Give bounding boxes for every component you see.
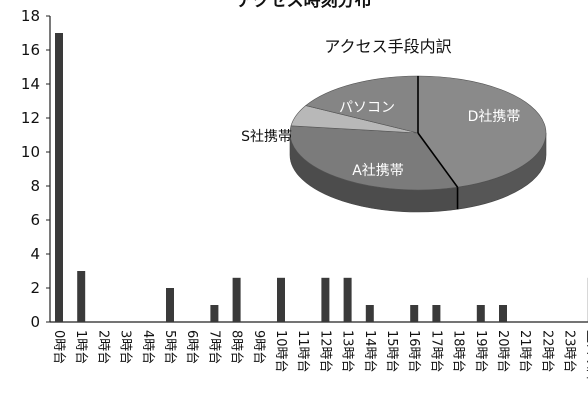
x-tick-label: 4時台 bbox=[140, 330, 155, 364]
x-tick-label: 12時台 bbox=[317, 330, 332, 373]
pie-slice bbox=[289, 125, 459, 191]
y-tick-label: 4 bbox=[30, 245, 40, 263]
x-tick-label: 15時台 bbox=[384, 330, 399, 373]
bars bbox=[55, 33, 588, 322]
y-tick-label: 6 bbox=[30, 211, 40, 229]
x-tick-label: 16時台 bbox=[406, 330, 421, 373]
x-tick-label: 6時台 bbox=[184, 330, 199, 364]
x-tick-label: 翌日以降 bbox=[584, 330, 588, 382]
y-tick-label: 12 bbox=[21, 109, 40, 127]
pie-title: アクセス手段内訳 bbox=[324, 37, 451, 56]
bar bbox=[499, 305, 507, 322]
x-tick-label: 14時台 bbox=[362, 330, 377, 373]
x-tick-label: 1時台 bbox=[73, 330, 88, 364]
x-tick-label: 7時台 bbox=[206, 330, 221, 364]
x-tick-label: 2時台 bbox=[95, 330, 110, 364]
bar bbox=[277, 277, 285, 322]
bar bbox=[476, 305, 485, 322]
x-tick-label: 21時台 bbox=[517, 330, 532, 373]
pie-slice-label: パソコン bbox=[339, 100, 395, 116]
x-tick-label: 9時台 bbox=[251, 330, 266, 364]
pie-slice-label: A社携帯 bbox=[352, 163, 404, 179]
pie-slice bbox=[417, 75, 547, 188]
bar bbox=[343, 277, 352, 322]
x-tick-label: 11時台 bbox=[295, 330, 310, 373]
x-tick-label: 17時台 bbox=[428, 330, 443, 373]
x-tick-label: 23時台 bbox=[562, 330, 577, 373]
x-tick-label: 20時台 bbox=[495, 330, 510, 373]
bar bbox=[166, 288, 174, 322]
y-tick-label: 10 bbox=[21, 143, 40, 161]
y-tick-label: 18 bbox=[21, 7, 40, 25]
chart-title: アクセス時刻分布 bbox=[236, 0, 371, 11]
bar bbox=[210, 305, 219, 322]
x-tick-label: 8時台 bbox=[229, 330, 244, 364]
y-tick-label: 2 bbox=[30, 279, 40, 297]
x-tick-label: 18時台 bbox=[451, 330, 466, 373]
bar bbox=[432, 305, 441, 322]
pie-slice bbox=[305, 75, 419, 134]
y-tick-label: 8 bbox=[30, 177, 40, 195]
pie-chart: D社携帯 A社携帯 S社携帯 パソコン bbox=[241, 75, 547, 213]
bar bbox=[410, 305, 419, 322]
x-tick-label: 0時台 bbox=[51, 330, 66, 364]
x-tick-label: 22時台 bbox=[539, 330, 554, 373]
x-tick-label: 3時台 bbox=[118, 330, 133, 364]
y-tick-label: 14 bbox=[21, 75, 40, 93]
pie-divider bbox=[417, 132, 459, 188]
bar bbox=[365, 305, 374, 322]
x-tick-label: 5時台 bbox=[162, 330, 177, 364]
pie-slice-label: S社携帯 bbox=[241, 129, 292, 145]
bar bbox=[232, 277, 241, 322]
x-tick-label: 13時台 bbox=[340, 330, 355, 373]
y-tick-label: 16 bbox=[21, 41, 40, 59]
bar bbox=[77, 271, 86, 322]
x-tick-label: 10時台 bbox=[273, 330, 288, 373]
x-tick-label: 19時台 bbox=[473, 330, 488, 373]
y-tick-label: 0 bbox=[30, 313, 40, 331]
bar bbox=[321, 277, 330, 322]
y-ticks: 0 2 4 6 8 10 12 14 16 18 bbox=[21, 7, 50, 331]
pie-slice-label: D社携帯 bbox=[468, 109, 521, 125]
bar bbox=[55, 33, 63, 322]
x-tick-labels: 0時台 1時台 2時台 3時台 4時台 5時台 6時台 7時台 8時台 9時台 10時台 11時台 12… bbox=[51, 330, 588, 382]
